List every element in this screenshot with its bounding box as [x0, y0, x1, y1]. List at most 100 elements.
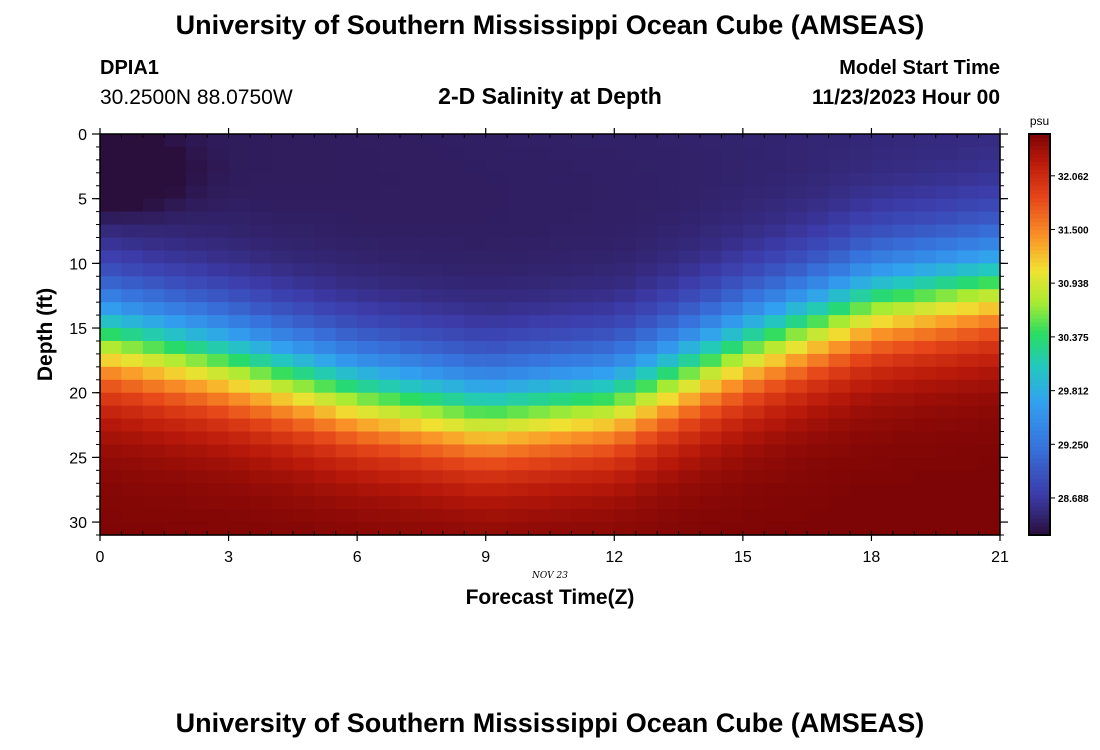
heatmap-cell	[935, 263, 958, 277]
heatmap-cell	[464, 198, 487, 213]
heatmap-cell	[850, 263, 873, 277]
heatmap-cell	[421, 392, 444, 407]
heatmap-cell	[571, 134, 594, 148]
heatmap-cell	[678, 315, 701, 329]
x-tick-label: 12	[605, 549, 623, 566]
heatmap-cell	[550, 418, 573, 433]
heatmap-cell	[978, 250, 1001, 264]
heatmap-cell	[207, 276, 230, 290]
x-tick-label: 3	[224, 549, 233, 566]
heatmap-cell	[957, 496, 980, 510]
heatmap-cell	[700, 276, 723, 290]
heatmap-cell	[635, 431, 658, 446]
heatmap-cell	[935, 353, 958, 368]
heatmap-cell	[100, 315, 123, 329]
heatmap-cell	[378, 276, 401, 290]
heatmap-cell	[207, 405, 230, 420]
heatmap-cell	[250, 134, 273, 148]
heatmap-cell	[635, 211, 658, 226]
heatmap-cell	[678, 470, 701, 484]
heatmap-cell	[914, 405, 937, 420]
colorbar-segment	[1029, 202, 1050, 207]
heatmap-cell	[957, 483, 980, 497]
heatmap-cell	[357, 366, 380, 381]
heatmap-cell	[978, 509, 1001, 523]
heatmap-cell	[357, 289, 380, 303]
heatmap-cell	[421, 379, 444, 394]
heatmap-cell	[978, 315, 1001, 329]
heatmap-cell	[250, 237, 273, 252]
heatmap-cell	[978, 444, 1001, 458]
heatmap-cell	[185, 379, 208, 394]
heatmap-cell	[742, 250, 765, 264]
heatmap-cell	[185, 134, 208, 148]
heatmap-cell	[464, 146, 487, 161]
heatmap-cell	[121, 444, 144, 458]
heatmap-cell	[442, 509, 465, 523]
heatmap-cell	[892, 263, 915, 277]
heatmap-cell	[421, 302, 444, 316]
heatmap-cell	[742, 405, 765, 420]
heatmap-cell	[228, 431, 251, 446]
heatmap-cell	[592, 198, 615, 213]
heatmap-cell	[850, 392, 873, 407]
heatmap-cell	[978, 172, 1001, 187]
heatmap-cell	[571, 470, 594, 484]
heatmap-cell	[250, 263, 273, 277]
heatmap-cell	[742, 457, 765, 471]
heatmap-cell	[121, 315, 144, 329]
heatmap-cell	[892, 405, 915, 420]
heatmap-cell	[550, 522, 573, 536]
colorbar-segment	[1029, 466, 1050, 472]
heatmap-cell	[978, 483, 1001, 497]
heatmap-cell	[507, 392, 530, 407]
heatmap-cell	[592, 353, 615, 368]
heatmap-cell	[935, 211, 958, 226]
heatmap-cell	[850, 172, 873, 187]
colorbar-segment	[1029, 430, 1050, 436]
heatmap-cell	[507, 159, 530, 174]
heatmap-cell	[271, 496, 294, 510]
heatmap-cell	[807, 496, 830, 510]
heatmap-cell	[571, 185, 594, 200]
heatmap-cell	[271, 431, 294, 446]
heatmap-cell	[657, 366, 680, 381]
heatmap-cell	[185, 224, 208, 239]
heatmap-cell	[828, 302, 851, 316]
heatmap-cell	[507, 237, 530, 252]
colorbar-segment	[1029, 342, 1050, 348]
heatmap-cell	[657, 211, 680, 226]
heatmap-cell	[464, 418, 487, 433]
heatmap-cell	[250, 146, 273, 161]
heatmap-cell	[614, 353, 637, 368]
heatmap-cell	[507, 185, 530, 200]
colorbar-segment	[1029, 158, 1050, 163]
heatmap-cell	[228, 457, 251, 471]
heatmap-cell	[485, 250, 508, 264]
heatmap-cell	[764, 328, 787, 342]
heatmap-cell	[978, 431, 1001, 446]
heatmap-cell	[292, 418, 315, 433]
heatmap-cell	[571, 237, 594, 252]
heatmap-cell	[914, 159, 937, 174]
heatmap-cell	[828, 328, 851, 342]
heatmap-cell	[292, 366, 315, 381]
heatmap-cell	[892, 237, 915, 252]
heatmap-cell	[785, 172, 808, 187]
y-tick-label: 0	[78, 127, 87, 144]
heatmap-cell	[850, 405, 873, 420]
heatmap-cell	[828, 444, 851, 458]
heatmap-cell	[442, 276, 465, 290]
heatmap-cell	[121, 250, 144, 264]
heatmap-cell	[935, 159, 958, 174]
heatmap-cell	[250, 276, 273, 290]
heatmap-cell	[657, 315, 680, 329]
heatmap-cell	[721, 237, 744, 252]
heatmap-cell	[442, 250, 465, 264]
colorbar-segment	[1029, 438, 1050, 444]
heatmap-cell	[657, 146, 680, 161]
heatmap-cell	[292, 328, 315, 342]
heatmap-cell	[100, 353, 123, 368]
colorbar-segment	[1029, 442, 1050, 448]
y-tick-label: 5	[78, 192, 87, 209]
